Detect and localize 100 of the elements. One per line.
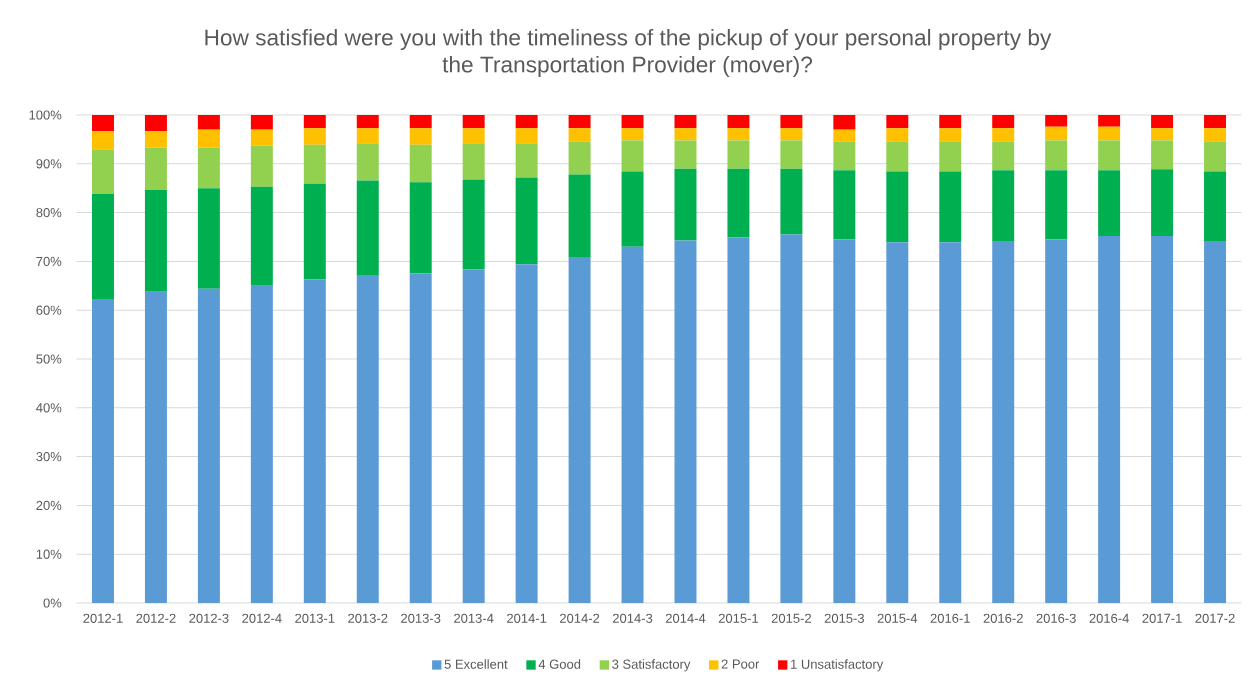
x-tick-label: 2012-2 — [136, 613, 176, 623]
chart-title: How satisfied were you with the timeliness of the pickup of your personal property by the Transportation Provider (mover)? — [205, 28, 1052, 78]
x-tick-label: 2015-4 — [877, 613, 918, 623]
y-tick-label: 40% — [36, 403, 62, 413]
bar — [515, 115, 538, 129]
y-tick-label: 90% — [36, 159, 62, 169]
bar — [1204, 141, 1227, 172]
x-tick-label: 2012-1 — [83, 613, 123, 623]
bar — [939, 141, 962, 172]
bar — [1045, 170, 1068, 240]
bar — [886, 141, 909, 172]
y-tick-label: 10% — [36, 549, 62, 559]
bar — [1204, 115, 1227, 129]
bar — [250, 285, 273, 603]
bar — [674, 115, 697, 129]
bar — [780, 234, 803, 603]
bar — [833, 170, 856, 240]
bar — [250, 186, 273, 286]
x-tick-label: 2016-4 — [1089, 613, 1129, 623]
bar — [939, 115, 962, 129]
bar — [1045, 126, 1068, 141]
y-tick-label: 20% — [36, 500, 62, 510]
x-tick-label: 2013-4 — [454, 613, 494, 623]
bar — [886, 115, 909, 129]
bar — [144, 189, 167, 292]
bar — [1204, 128, 1227, 142]
x-tick-label: 2016-2 — [983, 613, 1023, 623]
legend-label: 4 Good — [538, 659, 581, 669]
x-tick-label: 2013-1 — [295, 613, 335, 623]
bar — [515, 143, 538, 178]
bar — [144, 147, 167, 190]
bar — [197, 288, 220, 603]
bar — [886, 171, 909, 243]
y-tick-label: 80% — [36, 208, 62, 218]
bar — [1098, 236, 1121, 603]
y-tick-label: 70% — [36, 256, 62, 266]
legend-label: 3 Satisfactory — [612, 659, 691, 672]
bar — [727, 168, 750, 238]
bar — [1204, 171, 1227, 241]
bar — [250, 115, 273, 130]
bar — [992, 141, 1015, 171]
bar — [92, 194, 114, 299]
x-tick-label: 2012-4 — [242, 613, 282, 623]
bar — [197, 129, 220, 148]
bar — [303, 183, 326, 280]
bar — [356, 115, 379, 129]
bar — [409, 115, 432, 129]
x-tick-label: 2015-2 — [771, 613, 811, 623]
bar — [568, 174, 591, 258]
bar — [780, 115, 803, 129]
legend-label: 2 Poor — [721, 659, 760, 669]
bar — [621, 115, 644, 129]
bar — [992, 115, 1015, 129]
bar — [92, 131, 114, 150]
bar — [92, 149, 114, 195]
bar — [1151, 140, 1174, 170]
bar — [462, 269, 485, 603]
x-tick-label: 2015-1 — [718, 613, 759, 623]
bar — [197, 147, 220, 189]
bar — [727, 140, 750, 169]
bar — [939, 128, 962, 142]
bar — [674, 140, 697, 169]
legend-label: 5 Excellent — [444, 659, 508, 669]
bar — [303, 144, 326, 184]
x-tick-label: 2017-1 — [1142, 613, 1182, 623]
bar — [197, 115, 220, 130]
y-tick-label: 0% — [43, 598, 62, 608]
bar — [144, 131, 167, 148]
bar — [568, 128, 591, 142]
x-tick-label: 2013-2 — [348, 613, 388, 623]
bar — [303, 279, 326, 603]
bar — [780, 128, 803, 141]
bar — [621, 140, 644, 172]
bar — [833, 141, 856, 171]
bar — [462, 115, 485, 129]
bar — [992, 170, 1015, 241]
bar — [462, 128, 485, 144]
bar — [1151, 128, 1174, 141]
bar — [568, 141, 591, 175]
x-tick-label: 2014-3 — [612, 613, 653, 623]
x-tick-label: 2012-3 — [189, 613, 229, 623]
bar — [92, 298, 114, 603]
bar — [1045, 140, 1068, 171]
bar — [303, 115, 326, 129]
bar — [515, 177, 538, 265]
bar — [833, 115, 856, 130]
bar — [1045, 115, 1068, 127]
bar — [1151, 115, 1174, 129]
bar — [515, 128, 538, 144]
bar — [674, 240, 697, 603]
bar — [356, 180, 379, 276]
y-tick-label: 50% — [36, 354, 62, 364]
bar — [727, 115, 750, 129]
bar — [727, 237, 750, 603]
bar — [409, 128, 432, 145]
bar — [621, 128, 644, 141]
bar — [1045, 239, 1068, 603]
bar — [1098, 115, 1121, 127]
y-tick-label: 100% — [29, 110, 62, 120]
x-tick-label: 2014-4 — [665, 613, 706, 623]
